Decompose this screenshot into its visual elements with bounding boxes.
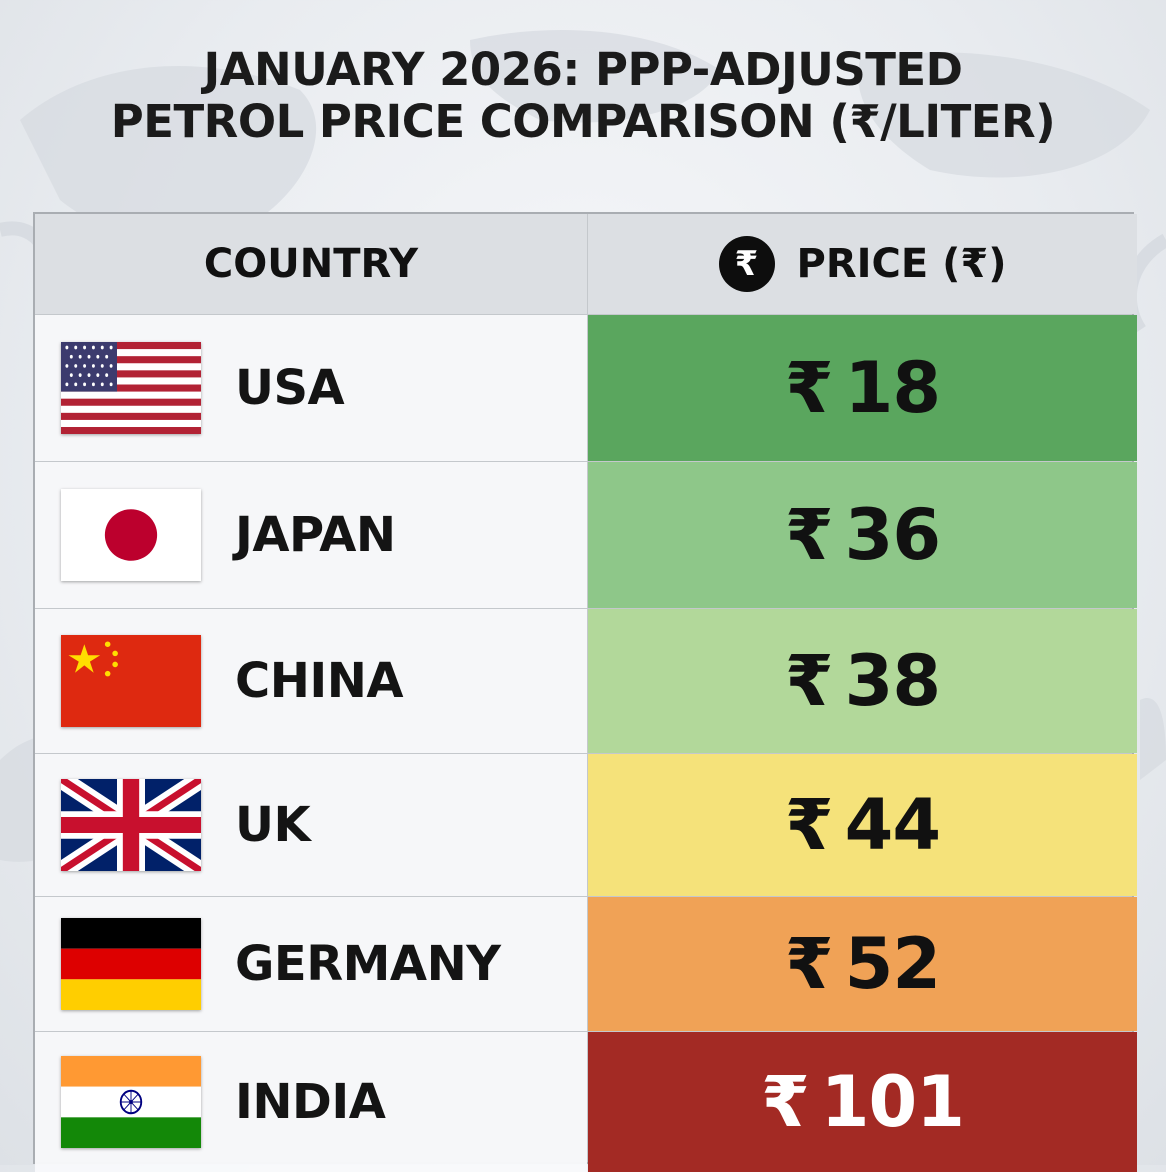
table-row-country: JAPAN <box>35 462 587 608</box>
price-value-germany: 52 <box>844 923 941 1005</box>
country-column-header: COUNTRY <box>35 214 587 314</box>
price-currency-symbol: ₹ <box>784 640 834 722</box>
germany-flag-icon <box>61 918 201 1010</box>
price-column-header: ₹ PRICE (₹) <box>588 214 1137 314</box>
price-header-label: PRICE (₹) <box>796 241 1007 287</box>
country-name-usa: USA <box>235 360 345 416</box>
price-value-japan: 36 <box>844 494 941 576</box>
japan-flag-icon <box>61 489 201 581</box>
price-value-usa: 18 <box>844 347 941 429</box>
usa-flag-icon <box>61 342 201 434</box>
country-name-india: INDIA <box>235 1074 386 1130</box>
uk-flag-icon <box>61 779 201 871</box>
price-cell-uk: ₹ 44 <box>588 754 1137 896</box>
table-row-country: GERMANY <box>35 897 587 1031</box>
price-cell-germany: ₹ 52 <box>588 897 1137 1031</box>
table-row-country: INDIA <box>35 1032 587 1172</box>
price-cell-china: ₹ 38 <box>588 609 1137 753</box>
price-table: COUNTRY ₹ PRICE (₹) <box>33 212 1137 1172</box>
india-flag-icon <box>61 1056 201 1148</box>
rupee-icon: ₹ <box>718 236 775 292</box>
price-cell-india: ₹ 101 <box>588 1032 1137 1172</box>
price-value-uk: 44 <box>844 784 941 866</box>
country-name-china: CHINA <box>235 653 404 709</box>
country-name-uk: UK <box>235 797 311 853</box>
price-currency-symbol: ₹ <box>784 494 834 576</box>
price-cell-usa: ₹ 18 <box>588 315 1137 461</box>
china-flag-icon <box>61 635 201 727</box>
country-name-japan: JAPAN <box>235 507 396 563</box>
price-currency-symbol: ₹ <box>784 923 834 1005</box>
price-value-india: 101 <box>820 1061 965 1143</box>
title-line-2: PETROL PRICE COMPARISON (₹/LITER) <box>110 95 1056 149</box>
price-currency-symbol: ₹ <box>784 347 834 429</box>
country-header-label: COUNTRY <box>203 241 419 287</box>
table-row-country: UK <box>35 754 587 896</box>
title-line-1: JANUARY 2026: PPP-ADJUSTED <box>203 43 963 96</box>
table-row-country: USA <box>35 315 587 461</box>
chart-title: JANUARY 2026: PPP-ADJUSTED PETROL PRICE … <box>0 43 1166 149</box>
price-value-china: 38 <box>844 640 941 722</box>
country-name-germany: GERMANY <box>235 936 501 992</box>
price-currency-symbol: ₹ <box>761 1061 810 1143</box>
price-currency-symbol: ₹ <box>784 784 834 866</box>
table-row-country: CHINA <box>35 609 587 753</box>
price-cell-japan: ₹ 36 <box>588 462 1137 608</box>
